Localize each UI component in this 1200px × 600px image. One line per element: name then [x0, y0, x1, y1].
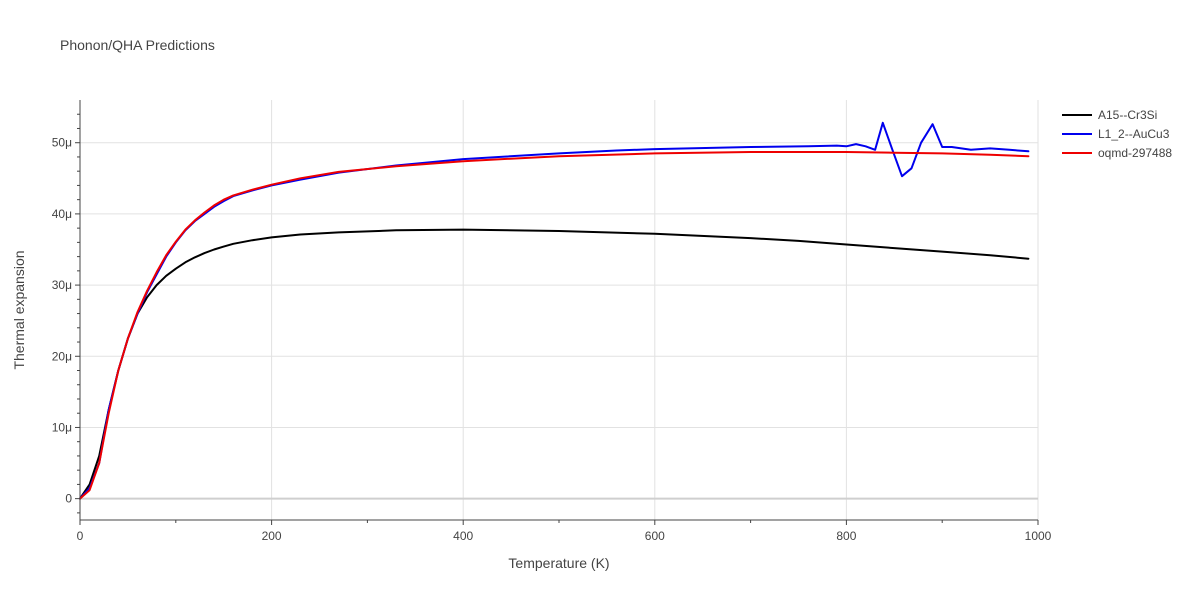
- x-tick-label: 1000: [1025, 529, 1052, 543]
- grid: [80, 100, 1039, 520]
- x-tick-label: 800: [836, 529, 856, 543]
- legend-label: oqmd-297488: [1098, 146, 1172, 160]
- axes: 0 200 400 600 800 1000 0 10μ 20μ 30μ 40μ 50μ: [52, 100, 1052, 543]
- x-tick-label: 0: [77, 529, 84, 543]
- series-line-l1-2-aucu3: [79, 121, 1030, 500]
- y-tick-label: 50μ: [52, 136, 72, 150]
- legend[interactable]: A15--Cr3Si L1_2--AuCu3 oqmd-297488: [1062, 108, 1172, 160]
- y-tick-label: 10μ: [52, 420, 72, 434]
- y-tick-label: 30μ: [52, 278, 72, 292]
- series-line-oqmd-297488: [79, 151, 1030, 500]
- x-tick-label: 600: [645, 529, 665, 543]
- legend-label: A15--Cr3Si: [1098, 108, 1157, 122]
- legend-item[interactable]: A15--Cr3Si: [1062, 108, 1157, 122]
- plot-area: [79, 121, 1030, 500]
- legend-label: L1_2--AuCu3: [1098, 127, 1170, 141]
- y-axis-title: Thermal expansion: [11, 250, 27, 369]
- x-axis-title: Temperature (K): [508, 555, 609, 571]
- legend-item[interactable]: L1_2--AuCu3: [1062, 127, 1170, 141]
- y-tick-label: 40μ: [52, 207, 72, 221]
- x-tick-label: 200: [262, 529, 282, 543]
- legend-item[interactable]: oqmd-297488: [1062, 146, 1172, 160]
- y-tick-label: 0: [65, 492, 72, 506]
- chart-title: Phonon/QHA Predictions: [60, 37, 215, 53]
- series-line-a15-cr3si: [79, 228, 1030, 500]
- y-tick-label: 20μ: [52, 349, 72, 363]
- x-tick-label: 400: [453, 529, 473, 543]
